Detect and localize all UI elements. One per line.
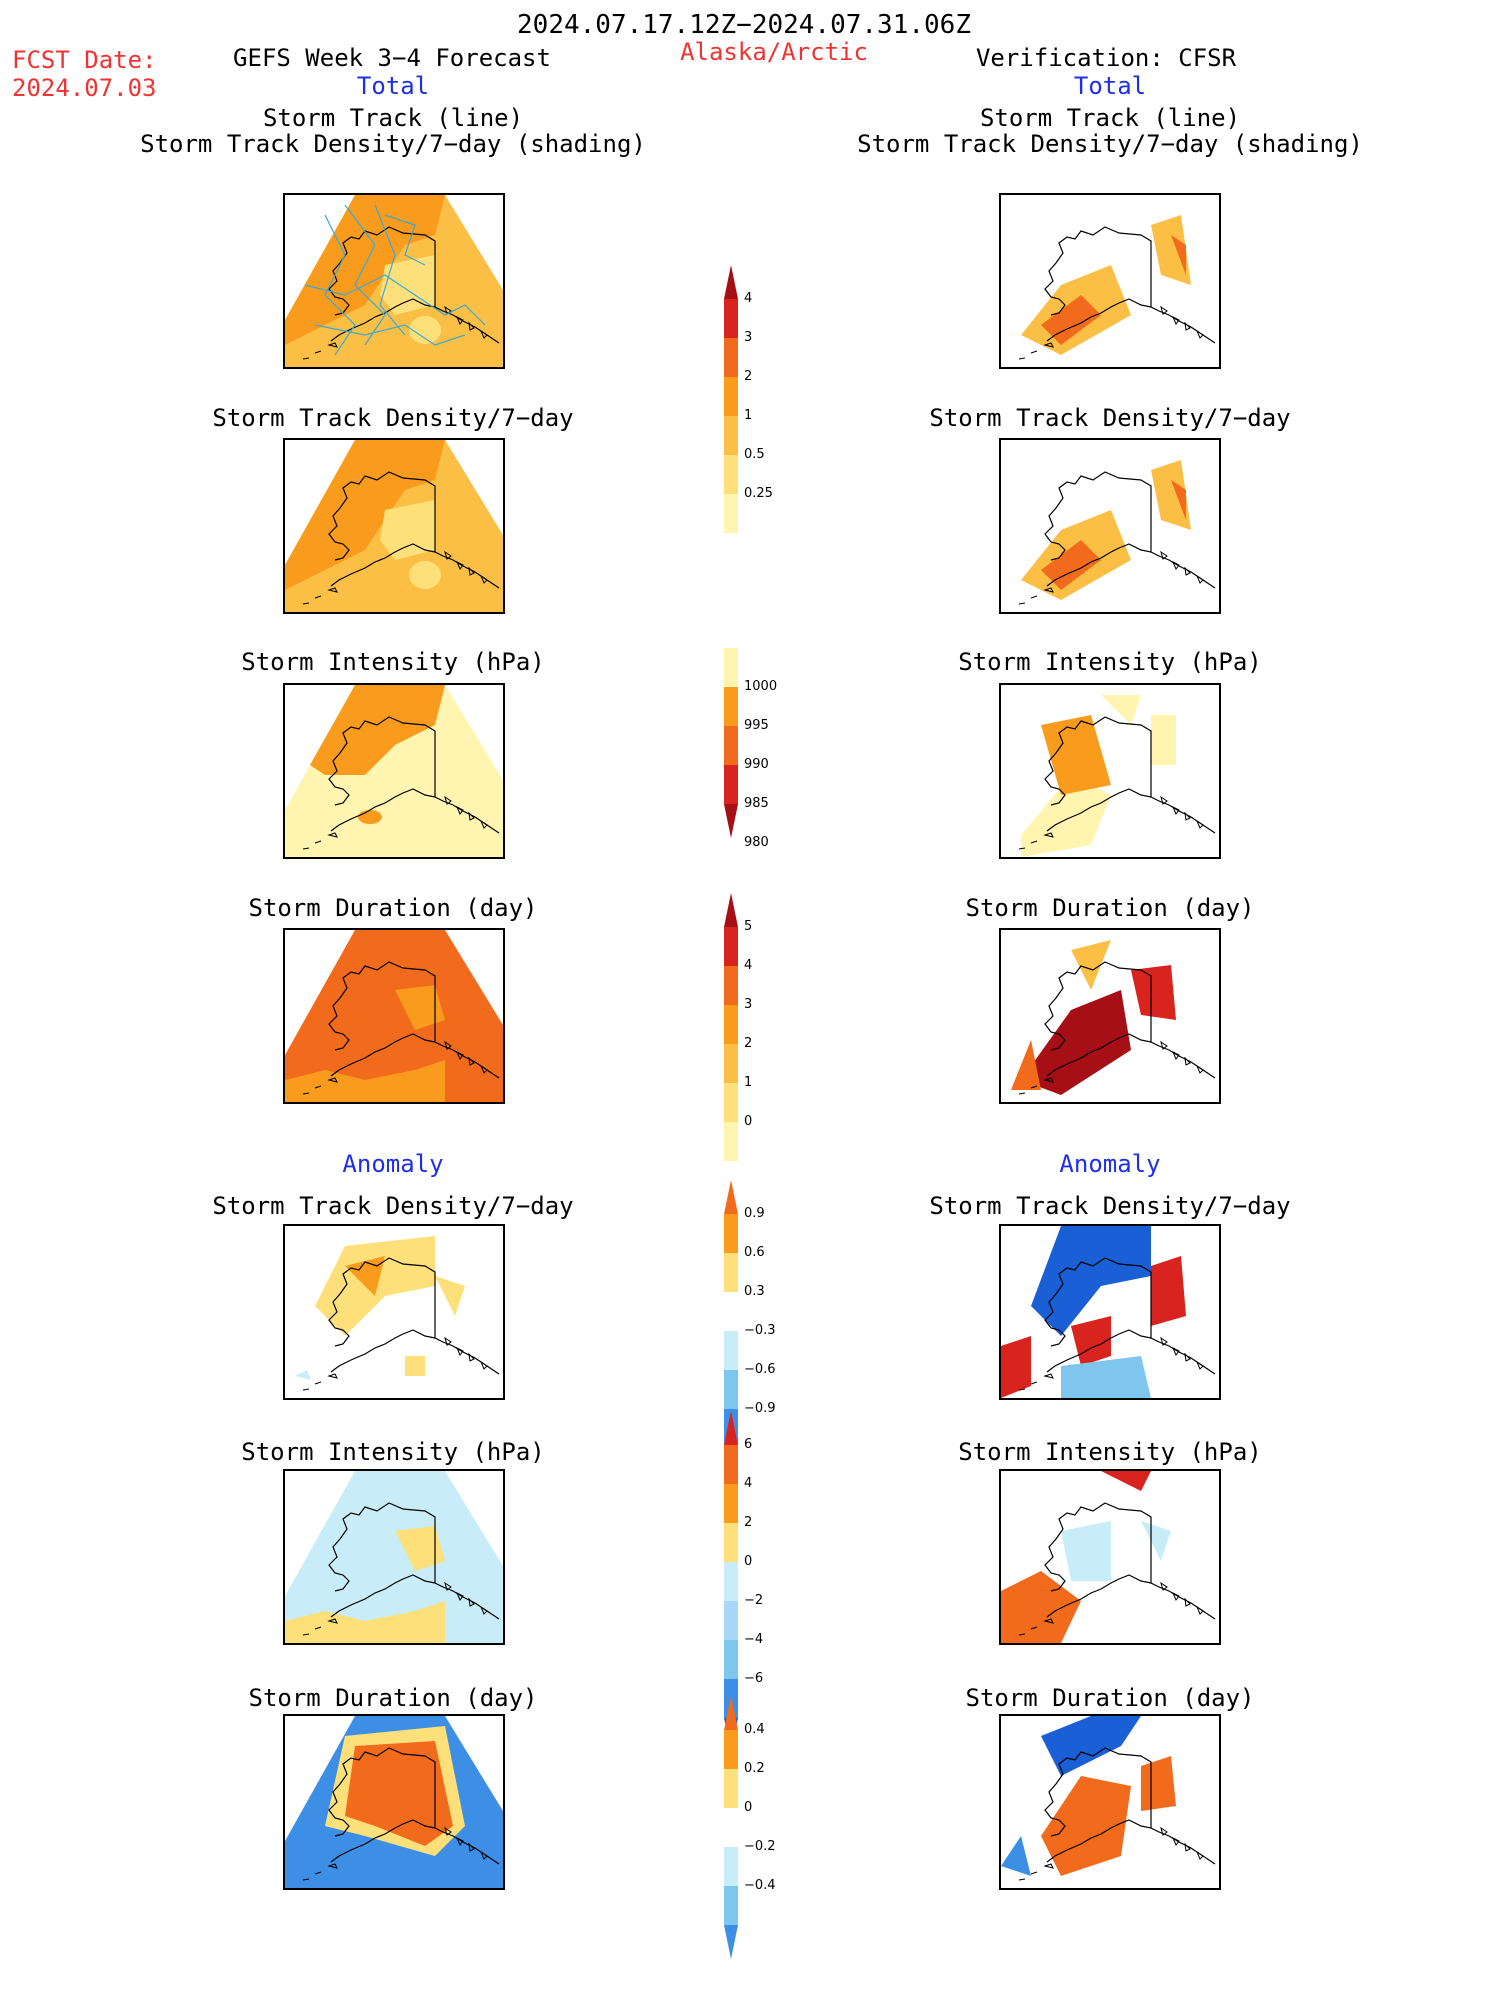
colorbar-tick-label: 0.3 bbox=[744, 1284, 765, 1299]
map-right-duration bbox=[999, 928, 1221, 1104]
left-intensity-anom-title: Storm Intensity (hPa) bbox=[241, 1438, 545, 1466]
colorbar-tick-label: 0.5 bbox=[744, 447, 765, 462]
right-anomaly-label: Anomaly bbox=[1059, 1150, 1161, 1178]
right-density-anom-title: Storm Track Density/7−day bbox=[929, 1192, 1291, 1220]
left-intensity-title: Storm Intensity (hPa) bbox=[241, 648, 545, 676]
colorbar-tick-label: 985 bbox=[744, 796, 769, 811]
left-density-title: Storm Track Density/7−day bbox=[212, 404, 574, 432]
right-track-line-title: Storm Track (line) bbox=[979, 104, 1241, 132]
map-left-density-anom bbox=[283, 1224, 505, 1400]
colorbar-tick-label: 0.4 bbox=[744, 1722, 765, 1737]
right-density-title: Storm Track Density/7−day bbox=[929, 404, 1291, 432]
colorbar-tick-label: 0.25 bbox=[744, 486, 773, 501]
colorbar-tick-label: 3 bbox=[744, 997, 753, 1012]
left-track-line-title: Storm Track (line) bbox=[262, 104, 524, 132]
map-left-track bbox=[283, 193, 505, 369]
colorbar-tick-label: −0.3 bbox=[744, 1323, 776, 1338]
region-title: Alaska/Arctic bbox=[680, 38, 868, 66]
colorbar-tick-label: 1 bbox=[744, 1075, 753, 1090]
colorbar-tick-label: 0 bbox=[744, 1554, 753, 1569]
colorbar-tick-label: −0.2 bbox=[744, 1839, 776, 1854]
colorbar-tick-label: 4 bbox=[744, 291, 753, 306]
left-anomaly-label: Anomaly bbox=[342, 1150, 444, 1178]
colorbar-tick-label: 2 bbox=[744, 1036, 753, 1051]
colorbar-tick-label: 2 bbox=[744, 1515, 753, 1530]
colorbar-tick-label: 0 bbox=[744, 1114, 753, 1129]
map-left-density bbox=[283, 438, 505, 614]
colorbar-tick-label: 6 bbox=[744, 1437, 753, 1452]
colorbar-tick-label: 990 bbox=[744, 757, 769, 772]
colorbar-tick-label: 1000 bbox=[744, 679, 778, 694]
left-duration-anom-title: Storm Duration (day) bbox=[248, 1684, 538, 1712]
right-total-label: Total bbox=[1073, 72, 1147, 100]
colorbar-tick-label: 0 bbox=[744, 1800, 753, 1815]
right-duration-anom-title: Storm Duration (day) bbox=[965, 1684, 1255, 1712]
colorbar-tick-label: 4 bbox=[744, 1476, 753, 1491]
colorbar-tick-label: 3 bbox=[744, 330, 753, 345]
colorbar-tick-label: −0.9 bbox=[744, 1401, 776, 1416]
left-total-label: Total bbox=[356, 72, 430, 100]
left-density-anom-title: Storm Track Density/7−day bbox=[212, 1192, 574, 1220]
left-track-shading-title: Storm Track Density/7−day (shading) bbox=[140, 130, 646, 158]
colorbar-tick-label: −4 bbox=[744, 1632, 764, 1647]
right-intensity-anom-title: Storm Intensity (hPa) bbox=[958, 1438, 1262, 1466]
map-right-intensity-anom bbox=[999, 1469, 1221, 1645]
colorbar-tick-label: −0.4 bbox=[744, 1878, 776, 1893]
map-left-intensity-anom bbox=[283, 1469, 505, 1645]
colorbar-tick-label: 995 bbox=[744, 718, 769, 733]
right-duration-title: Storm Duration (day) bbox=[965, 894, 1255, 922]
left-title: GEFS Week 3−4 Forecast bbox=[233, 44, 551, 72]
map-right-density-anom bbox=[999, 1224, 1221, 1400]
colorbar-tick-label: 5 bbox=[744, 919, 753, 934]
colorbar-tick-label: 0.2 bbox=[744, 1761, 765, 1776]
colorbar-tick-label: 0.9 bbox=[744, 1206, 765, 1221]
period-title: 2024.07.17.12Z−2024.07.31.06Z bbox=[517, 10, 971, 40]
colorbar-tick-label: −2 bbox=[744, 1593, 764, 1608]
fcst-date: 2024.07.03 bbox=[12, 74, 157, 102]
colorbar-tick-label: 4 bbox=[744, 958, 753, 973]
map-left-intensity bbox=[283, 683, 505, 859]
map-right-density bbox=[999, 438, 1221, 614]
colorbar-tick-label: 1 bbox=[744, 408, 753, 423]
map-right-track bbox=[999, 193, 1221, 369]
colorbar-tick-label: −0.6 bbox=[744, 1362, 776, 1377]
map-left-duration-anom bbox=[283, 1714, 505, 1890]
colorbar-tick-label: 0.6 bbox=[744, 1245, 765, 1260]
fcst-label: FCST Date: bbox=[12, 46, 157, 74]
map-right-duration-anom bbox=[999, 1714, 1221, 1890]
right-title: Verification: CFSR bbox=[975, 44, 1237, 72]
right-track-shading-title: Storm Track Density/7−day (shading) bbox=[857, 130, 1363, 158]
colorbar-tick-label: 980 bbox=[744, 835, 769, 850]
right-intensity-title: Storm Intensity (hPa) bbox=[958, 648, 1262, 676]
map-left-duration bbox=[283, 928, 505, 1104]
colorbar-tick-label: 2 bbox=[744, 369, 753, 384]
colorbar-tick-label: −6 bbox=[744, 1671, 764, 1686]
map-right-intensity bbox=[999, 683, 1221, 859]
left-duration-title: Storm Duration (day) bbox=[248, 894, 538, 922]
